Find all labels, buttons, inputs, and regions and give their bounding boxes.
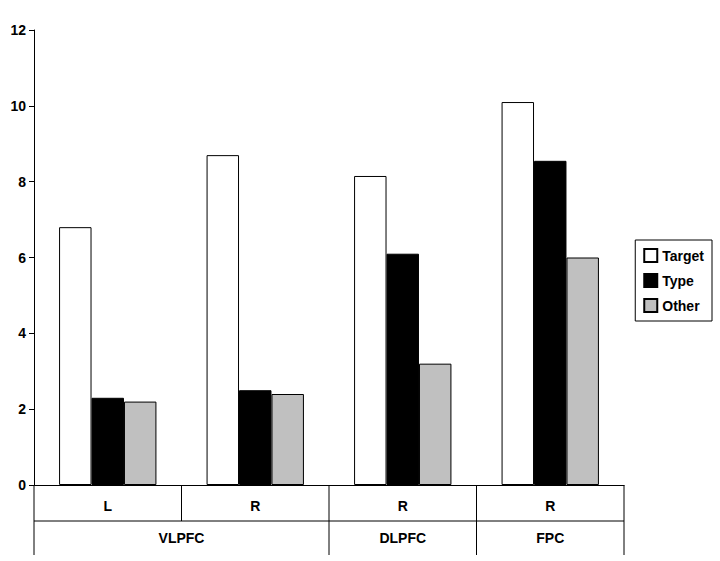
svg-text:12: 12 — [10, 22, 26, 38]
svg-text:10: 10 — [10, 98, 26, 114]
svg-text:0: 0 — [18, 477, 26, 493]
svg-text:L: L — [103, 498, 112, 514]
svg-text:8: 8 — [18, 174, 26, 190]
svg-text:2: 2 — [18, 401, 26, 417]
svg-text:FPC: FPC — [536, 530, 564, 546]
svg-text:R: R — [545, 498, 555, 514]
svg-text:6: 6 — [18, 250, 26, 266]
svg-text:Target: Target — [662, 248, 704, 264]
svg-text:Type: Type — [662, 273, 694, 289]
svg-text:R: R — [250, 498, 260, 514]
svg-text:Other: Other — [662, 298, 700, 314]
svg-text:R: R — [398, 498, 408, 514]
svg-text:4: 4 — [18, 325, 26, 341]
svg-text:DLPFC: DLPFC — [379, 530, 426, 546]
svg-text:VLPFC: VLPFC — [159, 530, 205, 546]
